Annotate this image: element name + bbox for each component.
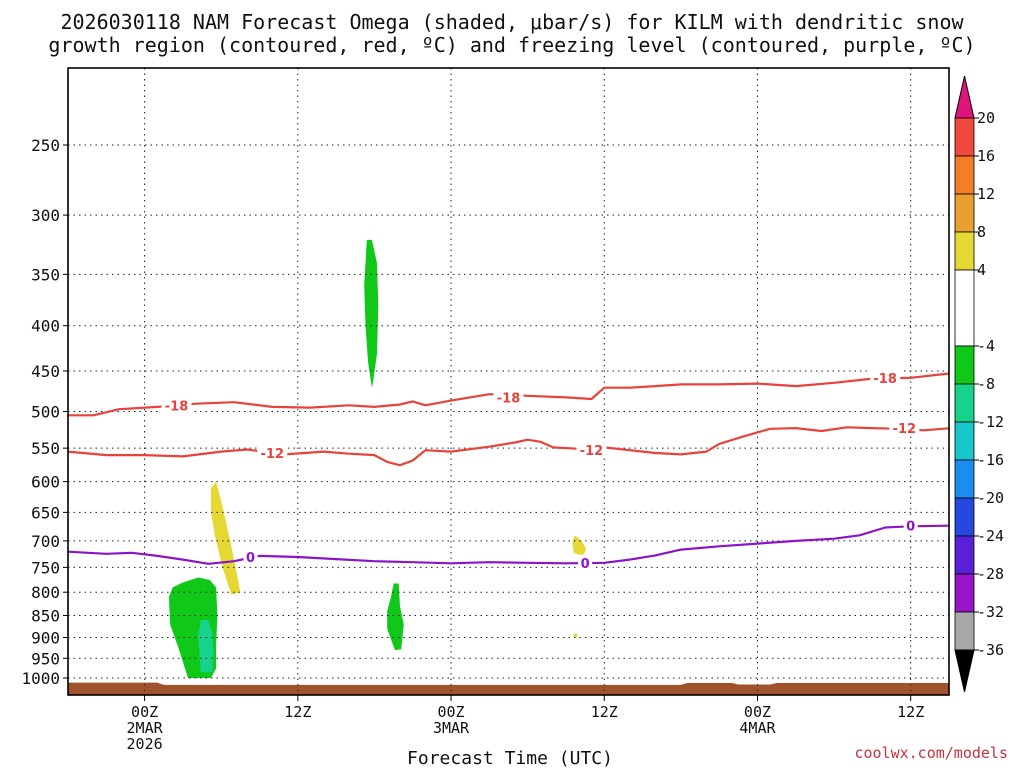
contour-0: -18 -18 -18 <box>68 369 949 417</box>
colorbar-swatch <box>954 383 975 423</box>
omega-green-upper <box>364 239 379 388</box>
colorbar-tick-label: 12 <box>977 185 995 203</box>
plot-frame <box>67 67 950 696</box>
colorbar-tick-label: -12 <box>977 413 1004 431</box>
terrain-layer <box>68 682 949 695</box>
y-tick-label: 300 <box>31 206 60 225</box>
colorbar-tick-label: 8 <box>977 223 986 241</box>
contour-line <box>68 426 949 467</box>
colorbar-tick-label: 16 <box>977 147 995 165</box>
colorbar-tick-label: 20 <box>977 109 995 127</box>
colorbar-tick-label: 4 <box>977 261 986 279</box>
y-tick-label: 850 <box>31 607 60 626</box>
colorbar-swatch <box>954 611 975 651</box>
colorbar-bottom-arrow <box>954 649 975 693</box>
colorbar-swatch <box>954 535 975 575</box>
colorbar-tick-label: -4 <box>977 337 995 355</box>
colorbar-swatch <box>954 459 975 499</box>
x-tick-label: 12Z <box>284 703 311 721</box>
colorbar-swatch <box>954 269 975 347</box>
watermark-link[interactable]: coolwx.com/models <box>854 744 1008 762</box>
contour-label: -12 <box>261 447 285 462</box>
omega-yellow-mid <box>572 535 587 556</box>
x-tick-label: 2MAR <box>127 719 164 737</box>
y-tick-label: 800 <box>31 583 60 602</box>
contour-label-bg <box>243 549 258 565</box>
colorbar-top-arrow <box>954 75 975 119</box>
x-tick-label: 3MAR <box>433 719 470 737</box>
y-tick-label: 950 <box>31 649 60 668</box>
colorbar-tick-label: -16 <box>977 451 1004 469</box>
colorbar-tick-label: -20 <box>977 489 1004 507</box>
x-tick-label: 4MAR <box>739 719 776 737</box>
y-axis-pressure: 250 300 350 400 450 500 550 600 650 700 750 800 850 9… <box>21 136 68 688</box>
contour-label-bg <box>161 397 192 413</box>
contour-label-bg <box>870 369 901 385</box>
chart-title-line-2: growth region (contoured, red, ºC) and f… <box>48 33 975 57</box>
colorbar-swatch <box>954 421 975 461</box>
chart-title-line-1: 2026030118 NAM Forecast Omega (shaded, μ… <box>60 10 964 34</box>
y-tick-label: 900 <box>31 628 60 647</box>
colorbar-tick-label: -8 <box>977 375 995 393</box>
contour-2: 0 0 0 <box>68 517 949 572</box>
contour-label-bg <box>578 554 593 570</box>
y-tick-label: 600 <box>31 473 60 492</box>
contour-label: -18 <box>165 399 189 414</box>
x-tick-label: 00Z <box>744 703 771 721</box>
dotted-grid <box>68 68 949 695</box>
contour-1: -12 -12 -12 <box>68 420 949 467</box>
x-tick-label: 00Z <box>131 703 158 721</box>
surface-terrain <box>68 682 949 695</box>
y-tick-label: 550 <box>31 439 60 458</box>
omega-green-midlevel <box>387 583 404 651</box>
contour-label: 0 <box>581 557 590 572</box>
colorbar-swatch <box>954 497 975 537</box>
y-tick-label: 400 <box>31 317 60 336</box>
contour-layer: -18 -18 -18 -12 -12 -12 0 0 0 <box>68 369 949 572</box>
colorbar-swatch <box>954 193 975 233</box>
y-tick-label: 750 <box>31 558 60 577</box>
colorbar-tick-label: -28 <box>977 565 1004 583</box>
y-tick-label: 450 <box>31 362 60 381</box>
contour-label-bg <box>493 389 524 405</box>
colorbar-swatch <box>954 231 975 271</box>
contour-label: -12 <box>893 422 917 437</box>
colorbar-tick-label: -36 <box>977 641 1004 659</box>
omega-shading-layer <box>168 239 587 678</box>
x-tick-label: 2026 <box>127 735 163 753</box>
colorbar: 20 16 12 8 4 -4 -8 -12 -16 -20 -24 -28 -32 -36 <box>954 75 1004 693</box>
x-tick-label: 12Z <box>591 703 618 721</box>
y-tick-label: 500 <box>31 403 60 422</box>
y-tick-label: 650 <box>31 503 60 522</box>
contour-label-bg <box>889 420 920 436</box>
colorbar-swatch <box>954 345 975 385</box>
y-tick-label: 700 <box>31 532 60 551</box>
x-tick-label: 12Z <box>897 703 924 721</box>
contour-line <box>68 372 949 417</box>
omega-yellow-speck <box>573 633 578 638</box>
colorbar-swatch <box>954 117 975 157</box>
colorbar-tick-label: -24 <box>977 527 1004 545</box>
contour-label: -12 <box>580 444 604 459</box>
y-tick-label: 350 <box>31 265 60 284</box>
y-tick-label: 1000 <box>21 669 60 688</box>
x-axis-label: Forecast Time (UTC) <box>407 748 613 768</box>
contour-label-bg <box>576 442 607 458</box>
omega-yellow-left <box>211 481 241 595</box>
omega-teal-core <box>198 620 214 673</box>
contour-label: 0 <box>246 551 255 566</box>
contour-label-bg <box>257 445 288 461</box>
y-tick-label: 250 <box>31 136 60 155</box>
contour-line <box>68 524 949 565</box>
x-tick-label: 00Z <box>437 703 464 721</box>
colorbar-swatch <box>954 573 975 613</box>
colorbar-swatch <box>954 155 975 195</box>
contour-label: -18 <box>497 391 521 406</box>
colorbar-tick-label: -32 <box>977 603 1004 621</box>
contour-label: 0 <box>906 520 915 535</box>
contour-label-bg <box>903 517 918 533</box>
x-axis-time: 00Z2MAR202612Z00Z3MAR12Z00Z4MAR12Z00Z5MA… <box>127 695 924 753</box>
contour-label: -18 <box>873 372 897 387</box>
